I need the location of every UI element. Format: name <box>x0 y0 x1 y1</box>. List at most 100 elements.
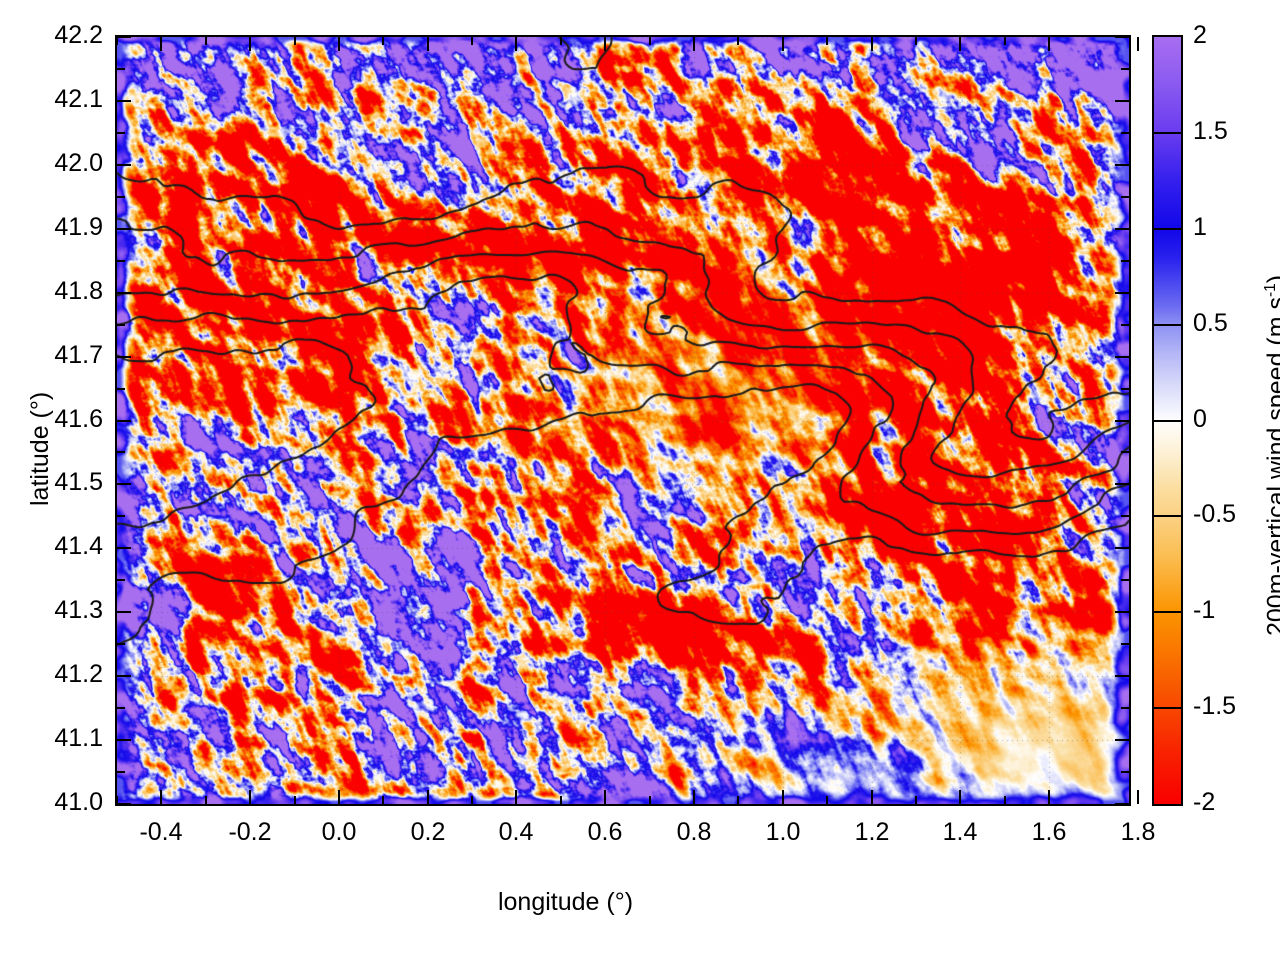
y-tick-label-41.3: 41.3 <box>54 596 103 624</box>
y-tick-mark <box>117 164 131 166</box>
x-tick-mark-top <box>693 37 695 51</box>
x-tick-mark-top <box>515 37 517 51</box>
x-tick-label-0.2: 0.2 <box>410 818 446 846</box>
y-minor-tick <box>117 324 125 326</box>
x-minor-tick-top <box>205 37 207 45</box>
y-tick-label-41.4: 41.4 <box>54 532 103 560</box>
x-tick-label--0.4: -0.4 <box>139 818 183 846</box>
x-minor-tick-top <box>737 37 739 45</box>
x-tick-label-1.2: 1.2 <box>854 818 890 846</box>
colorbar-tick-mark <box>1154 228 1181 230</box>
y-minor-tick <box>117 579 125 581</box>
colorbar-tick-mark <box>1154 420 1181 422</box>
x-tick-mark <box>604 790 606 804</box>
y-tick-mark <box>117 483 131 485</box>
x-minor-tick-top <box>294 37 296 45</box>
x-minor-tick-top <box>560 37 562 45</box>
x-minor-tick <box>382 796 384 804</box>
y-tick-mark-right <box>1115 36 1129 38</box>
y-minor-tick <box>117 388 125 390</box>
y-minor-tick-right <box>1121 707 1129 709</box>
x-minor-tick <box>1004 796 1006 804</box>
colorbar-tick-label-0.5: 0.5 <box>1193 309 1228 337</box>
x-tick-label-0.6: 0.6 <box>587 818 623 846</box>
x-axis-title: longitude (°) <box>497 888 634 916</box>
x-tick-mark-top <box>338 37 340 51</box>
y-tick-mark-right <box>1115 675 1129 677</box>
x-tick-mark <box>338 790 340 804</box>
y-tick-mark-right <box>1115 803 1129 805</box>
y-tick-mark <box>117 356 131 358</box>
x-tick-mark <box>959 790 961 804</box>
y-tick-label-41.2: 41.2 <box>54 660 103 688</box>
y-tick-mark <box>117 228 131 230</box>
y-tick-mark <box>117 100 131 102</box>
y-minor-tick <box>117 643 125 645</box>
map-plot-area[interactable] <box>115 35 1131 806</box>
x-minor-tick-top <box>649 37 651 45</box>
y-tick-mark <box>117 675 131 677</box>
x-tick-mark-top <box>427 37 429 51</box>
x-minor-tick <box>294 796 296 804</box>
x-tick-label-1.0: 1.0 <box>765 818 801 846</box>
x-tick-mark-top <box>1137 37 1139 51</box>
colorbar-title-main: 200m-vertical wind speed (m s <box>1262 296 1280 636</box>
x-minor-tick <box>737 796 739 804</box>
x-tick-mark <box>1048 790 1050 804</box>
y-tick-mark-right <box>1115 739 1129 741</box>
y-minor-tick <box>117 260 125 262</box>
y-tick-mark-right <box>1115 547 1129 549</box>
terrain-contour-overlay <box>117 37 1129 804</box>
y-minor-tick-right <box>1121 196 1129 198</box>
y-minor-tick <box>117 771 125 773</box>
x-tick-mark <box>693 790 695 804</box>
colorbar-tick-label-1: 1 <box>1193 213 1207 241</box>
colorbar-tick-label--1: -1 <box>1193 596 1216 624</box>
colorbar-tick-mark <box>1154 707 1181 709</box>
y-minor-tick-right <box>1121 771 1129 773</box>
y-tick-mark <box>117 36 131 38</box>
x-tick-mark <box>427 790 429 804</box>
colorbar-tick-label--2: -2 <box>1193 788 1216 816</box>
y-tick-label-41.9: 41.9 <box>54 213 103 241</box>
y-tick-mark-right <box>1115 292 1129 294</box>
y-minor-tick-right <box>1121 132 1129 134</box>
y-minor-tick <box>117 515 125 517</box>
x-minor-tick <box>649 796 651 804</box>
y-tick-label-42.0: 42.0 <box>54 149 103 177</box>
colorbar-tick-label--1.5: -1.5 <box>1193 692 1237 720</box>
x-tick-label-1.4: 1.4 <box>942 818 978 846</box>
x-tick-mark-top <box>604 37 606 51</box>
y-minor-tick-right <box>1121 515 1129 517</box>
colorbar-tick-label-1.5: 1.5 <box>1193 117 1228 145</box>
x-minor-tick <box>471 796 473 804</box>
y-minor-tick-right <box>1121 643 1129 645</box>
x-minor-tick-top <box>382 37 384 45</box>
y-tick-mark <box>117 803 131 805</box>
x-tick-mark <box>160 790 162 804</box>
x-tick-label-1.6: 1.6 <box>1031 818 1067 846</box>
y-minor-tick-right <box>1121 579 1129 581</box>
x-tick-mark-top <box>160 37 162 51</box>
y-axis-title: latitude (°) <box>26 391 54 506</box>
y-tick-label-41.8: 41.8 <box>54 277 103 305</box>
colorbar-tick-mark <box>1154 611 1181 613</box>
y-tick-mark-right <box>1115 164 1129 166</box>
colorbar-title-tail: ) <box>1262 274 1280 282</box>
x-tick-mark <box>249 790 251 804</box>
x-tick-label--0.2: -0.2 <box>228 818 272 846</box>
y-tick-mark-right <box>1115 100 1129 102</box>
y-tick-mark <box>117 547 131 549</box>
x-minor-tick <box>915 796 917 804</box>
colorbar-tick-mark <box>1154 132 1181 134</box>
y-minor-tick <box>117 196 125 198</box>
y-minor-tick <box>117 707 125 709</box>
y-tick-label-41.6: 41.6 <box>54 405 103 433</box>
y-minor-tick <box>117 132 125 134</box>
x-tick-mark-top <box>871 37 873 51</box>
y-tick-mark <box>117 292 131 294</box>
colorbar-title-exponent: -1 <box>1262 282 1279 297</box>
y-minor-tick <box>117 68 125 70</box>
x-minor-tick <box>826 796 828 804</box>
